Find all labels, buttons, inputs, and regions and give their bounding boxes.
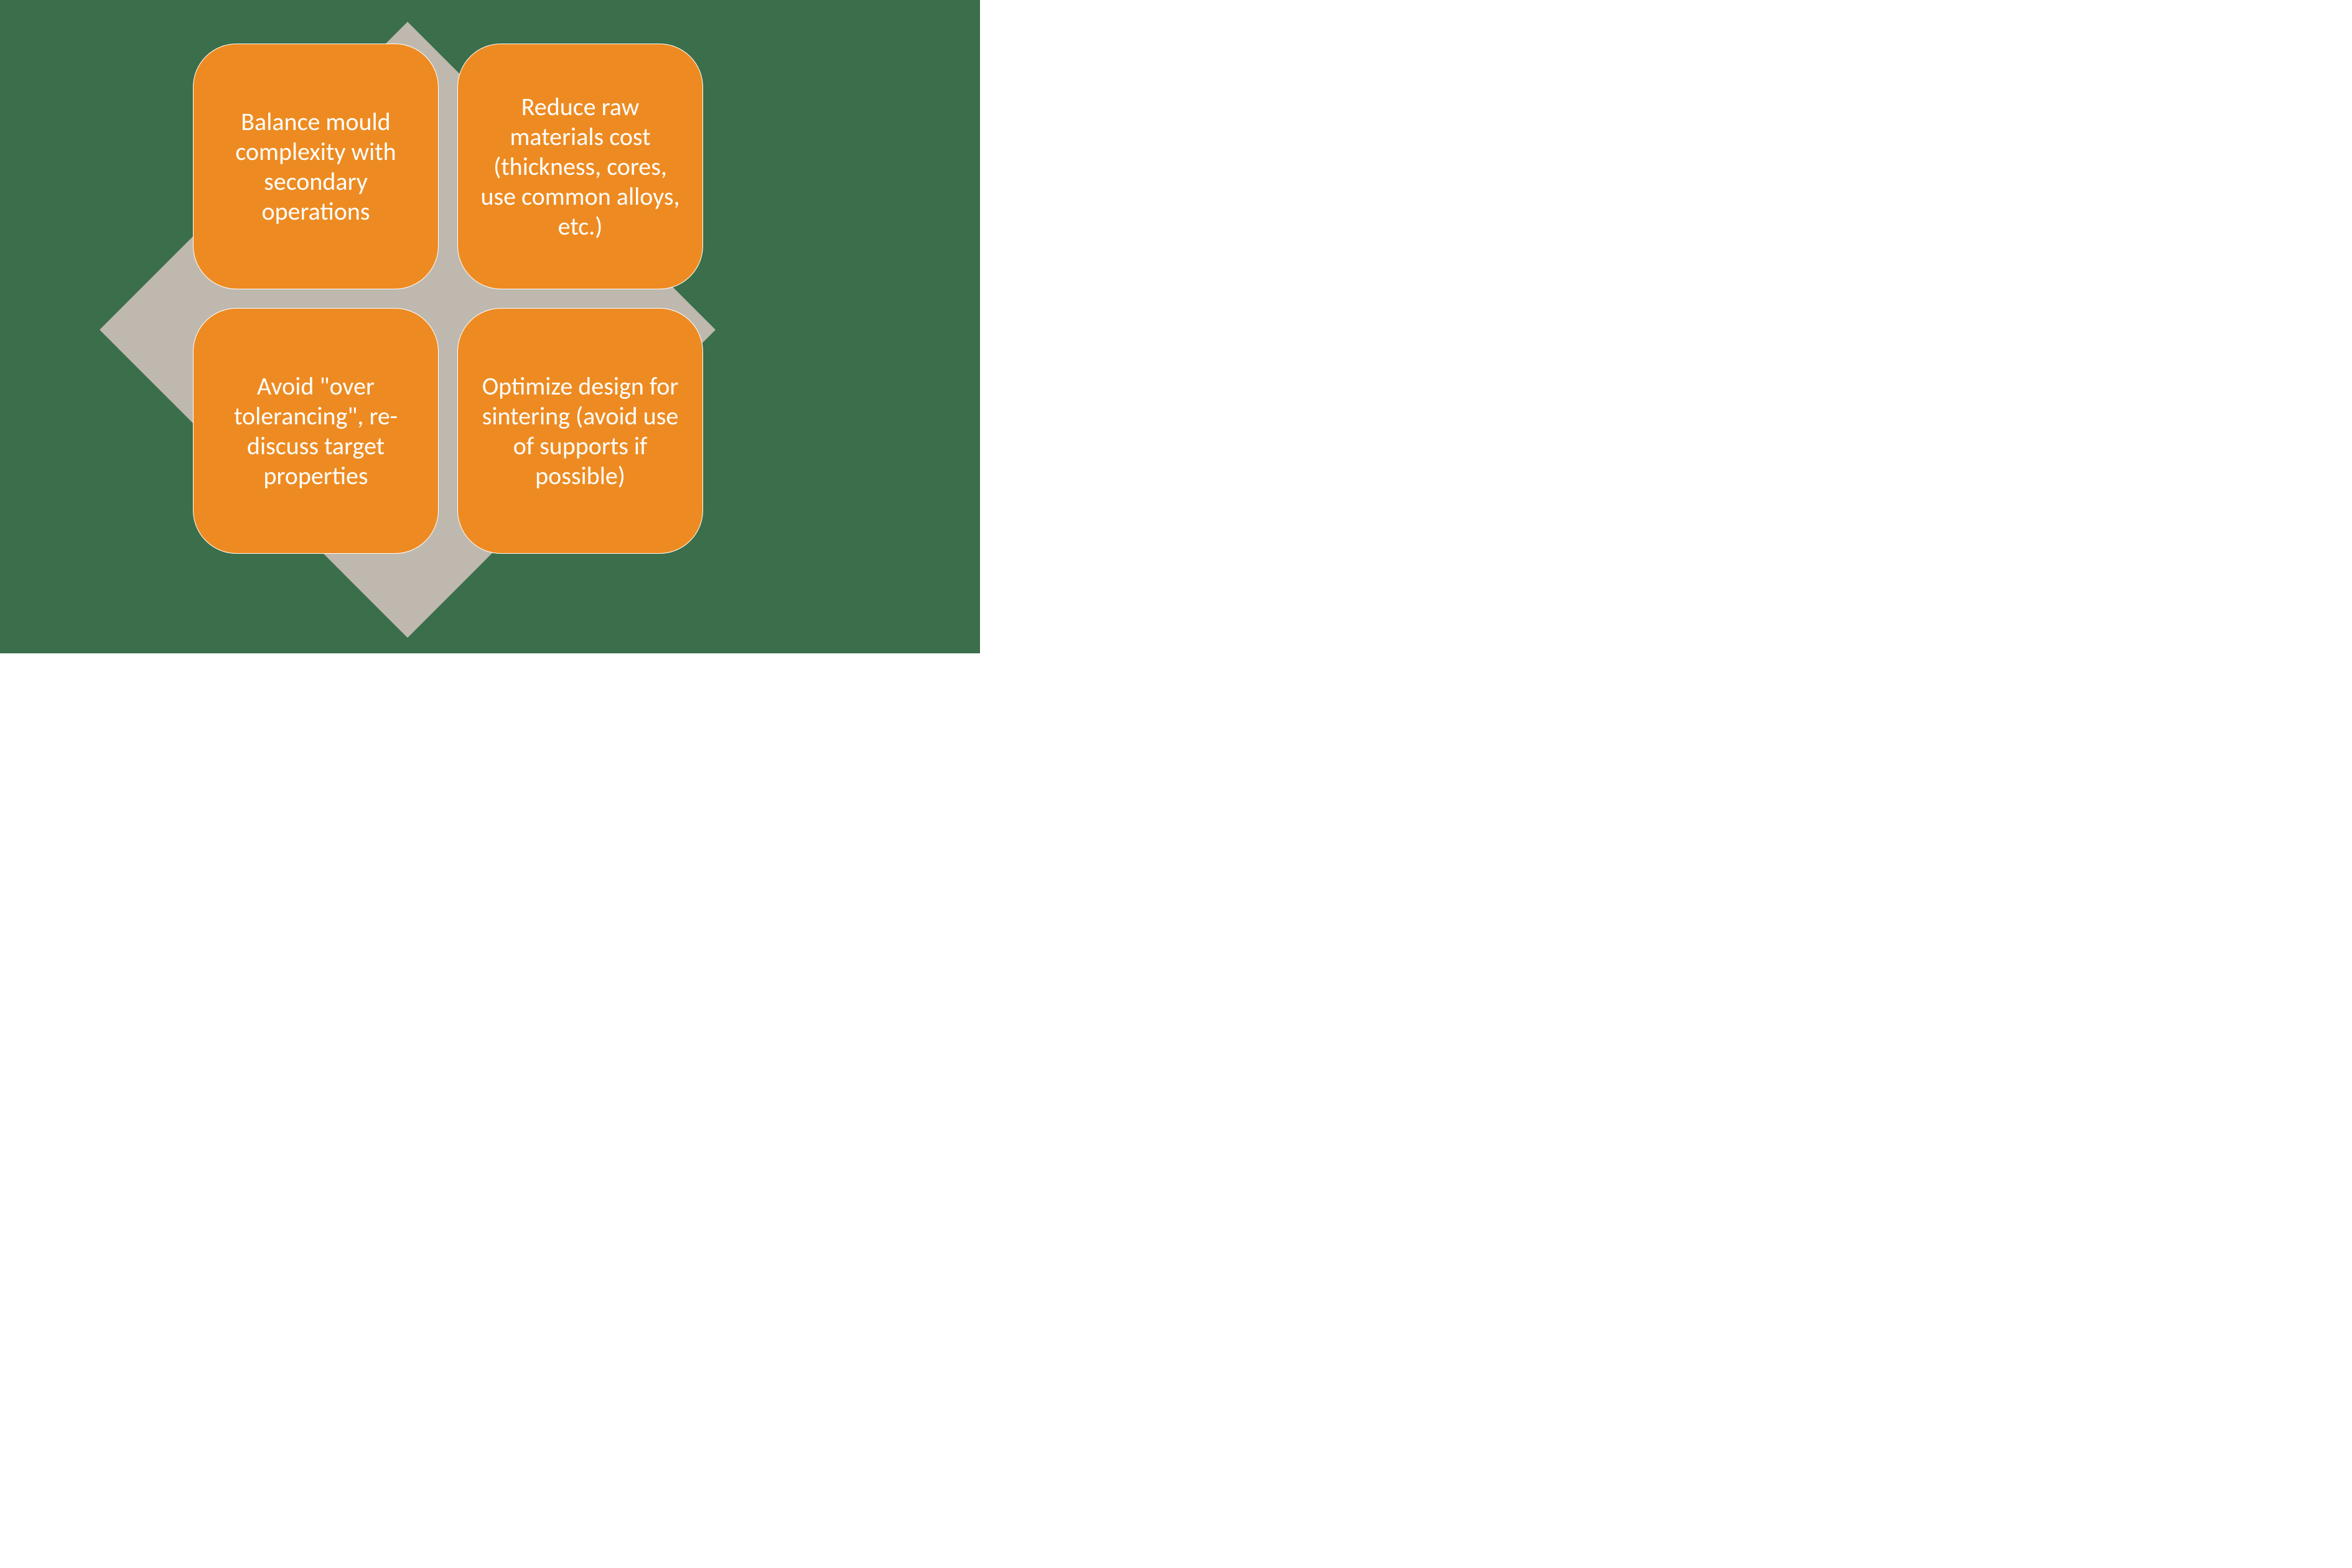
tile-top-left: Balance mould complexity with secondary … [193, 44, 439, 289]
tile-label: Optimize design for sintering (avoid use… [478, 371, 683, 491]
tile-bottom-right: Optimize design for sintering (avoid use… [457, 308, 703, 554]
tile-grid: Balance mould complexity with secondary … [193, 44, 703, 554]
tile-label: Balance mould complexity with secondary … [213, 107, 418, 226]
tile-top-right: Reduce raw materials cost (thickness, co… [457, 44, 703, 289]
diagram-canvas: Balance mould complexity with secondary … [0, 0, 980, 653]
tile-bottom-left: Avoid "over tolerancing", re-discuss tar… [193, 308, 439, 554]
tile-label: Avoid "over tolerancing", re-discuss tar… [213, 371, 418, 491]
tile-label: Reduce raw materials cost (thickness, co… [478, 92, 683, 241]
